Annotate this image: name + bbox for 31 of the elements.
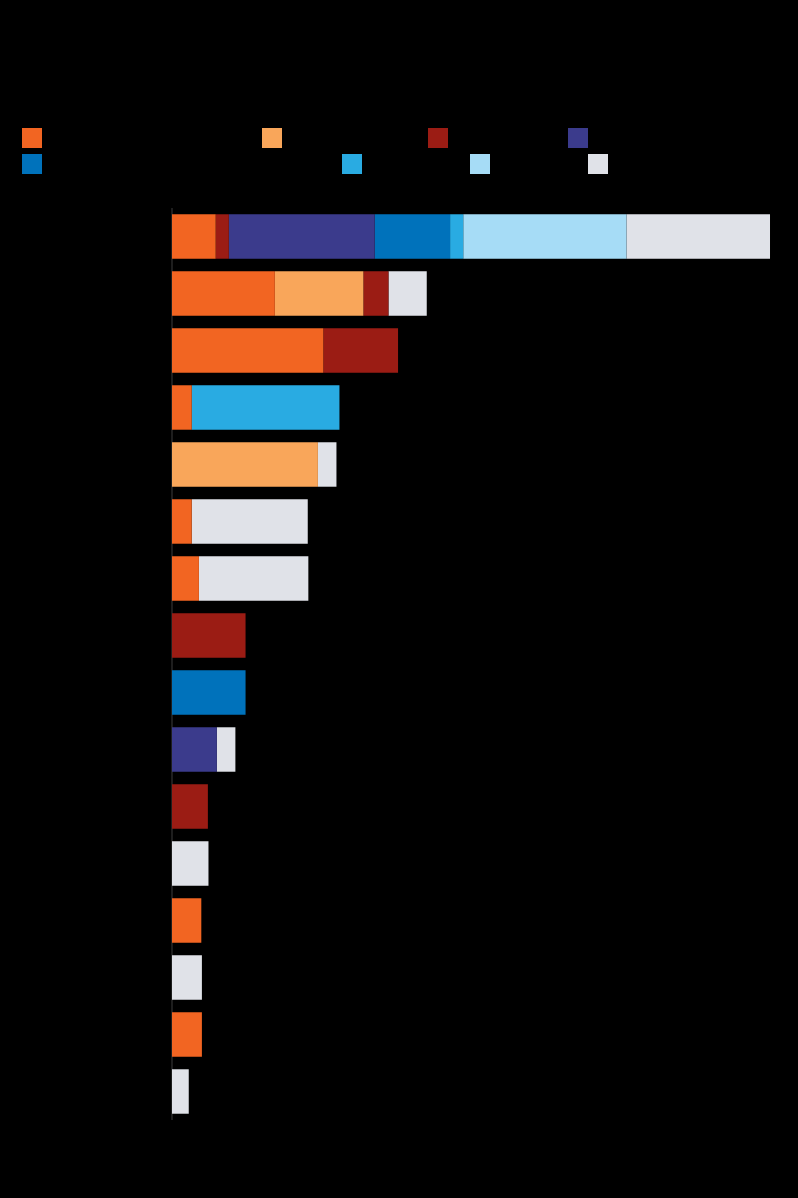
bar [172, 214, 216, 259]
bar [172, 670, 246, 715]
bar [172, 271, 275, 316]
bar [191, 499, 308, 544]
bar [172, 784, 208, 829]
bar [172, 442, 318, 487]
bar [172, 955, 202, 1000]
bar [363, 271, 389, 316]
bar [172, 1069, 189, 1114]
bar [172, 841, 209, 886]
bar [172, 727, 217, 772]
bar [172, 385, 192, 430]
bar [374, 214, 451, 259]
bar [198, 556, 309, 601]
bar [172, 613, 246, 658]
bar [215, 214, 229, 259]
bar [463, 214, 627, 259]
bar [228, 214, 375, 259]
bar [172, 499, 192, 544]
bar [626, 214, 771, 259]
bar [172, 898, 202, 943]
bar [317, 442, 337, 487]
bar [450, 214, 464, 259]
bar [172, 556, 199, 601]
bar [216, 727, 236, 772]
bar [274, 271, 364, 316]
bar [191, 385, 340, 430]
bar [388, 271, 427, 316]
bar [172, 1012, 202, 1057]
bar [172, 328, 324, 373]
bar [323, 328, 399, 373]
